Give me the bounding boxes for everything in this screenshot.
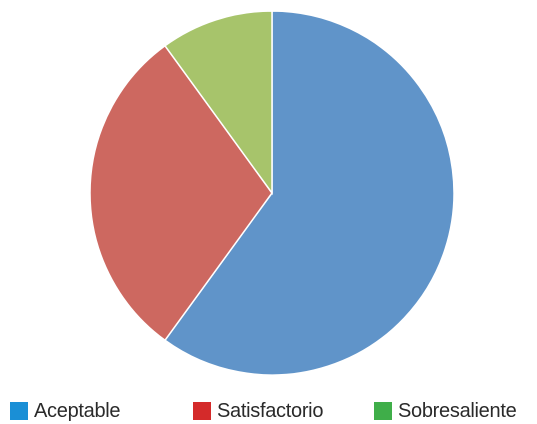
legend-item-aceptable[interactable]: Aceptable xyxy=(10,398,121,424)
pie-slice-sobresaliente[interactable] xyxy=(163,10,273,196)
legend-item-sobresaliente[interactable]: Sobresaliente xyxy=(374,398,517,424)
pie-slice-satisfactorio[interactable] xyxy=(89,44,273,342)
legend-label-aceptable: Aceptable xyxy=(34,399,121,422)
legend-label-sobresaliente: Sobresaliente xyxy=(398,399,517,422)
legend-item-satisfactorio[interactable]: Satisfactorio xyxy=(193,398,323,424)
legend-swatch-sobresaliente xyxy=(374,402,392,420)
legend-label-satisfactorio: Satisfactorio xyxy=(217,399,324,422)
pie-slice-aceptable[interactable] xyxy=(163,10,455,376)
legend-swatch-aceptable xyxy=(10,402,28,420)
legend-swatch-satisfactorio xyxy=(193,402,211,420)
chart-legend: Aceptable Satisfactorio Sobresaliente xyxy=(0,398,537,424)
